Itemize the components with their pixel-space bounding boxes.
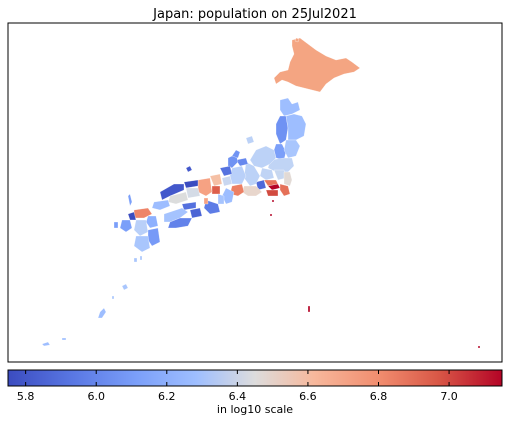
colorbar-ticks: 5.8 6.0 6.2 6.4 6.6 6.8 7.0 <box>17 370 458 403</box>
islands-goto <box>113 221 119 229</box>
island-tanegashima <box>139 255 143 261</box>
prefecture-tokushima <box>189 207 203 219</box>
prefecture-kanagawa <box>265 189 279 197</box>
prefecture-ibaraki <box>283 171 293 187</box>
prefecture-oita <box>145 215 159 229</box>
colorbar-label: in log10 scale <box>217 403 293 416</box>
island-izu-2 <box>269 213 273 217</box>
prefecture-okayama <box>185 187 201 199</box>
prefecture-fukushima <box>267 157 295 173</box>
colorbar-tick-label: 5.8 <box>17 390 35 403</box>
island-sado <box>245 135 255 145</box>
prefecture-tottori <box>183 179 199 189</box>
colorbar <box>7 369 503 387</box>
prefecture-kumamoto <box>133 219 149 237</box>
japan-map <box>41 37 481 349</box>
island-tsushima <box>127 193 133 207</box>
prefecture-miyagi <box>283 139 301 159</box>
colorbar-tick-label: 6.0 <box>87 390 105 403</box>
prefecture-gunma <box>259 167 275 181</box>
colorbar-tick-label: 6.8 <box>370 390 388 403</box>
prefecture-nara <box>217 193 225 205</box>
island-rishiri <box>294 37 300 43</box>
island-amami <box>121 283 129 291</box>
prefecture-iwate <box>285 113 307 141</box>
peninsula-noto <box>231 149 241 159</box>
island-yakushima <box>133 257 138 263</box>
island-ogasawara <box>307 305 311 313</box>
map-title: Japan: population on 25Jul2021 <box>152 7 357 22</box>
prefecture-toyama <box>235 157 249 167</box>
prefecture-yamaguchi <box>151 199 171 211</box>
island-minamitori <box>477 345 481 349</box>
island-miyako <box>61 337 67 341</box>
prefecture-nagasaki <box>119 219 133 233</box>
colorbar-tick-label: 6.4 <box>229 390 247 403</box>
prefecture-chiba <box>279 183 291 197</box>
prefecture-osaka <box>211 185 221 195</box>
prefecture-fukui <box>219 165 233 177</box>
prefecture-shimane <box>159 183 185 201</box>
island-okinawa <box>97 307 107 319</box>
island-ishigaki <box>41 341 51 347</box>
prefecture-hokkaido <box>273 37 361 93</box>
island-izu-1 <box>271 199 275 203</box>
prefecture-mie <box>221 187 235 205</box>
prefecture-kochi <box>167 217 193 229</box>
colorbar-tick-label: 7.0 <box>440 390 458 403</box>
prefecture-shiga <box>221 175 233 187</box>
island-awaji <box>203 197 209 205</box>
islands-oki <box>185 165 193 173</box>
colorbar-tick-label: 6.2 <box>158 390 176 403</box>
colorbar-tick-label: 6.6 <box>299 390 317 403</box>
island-tokunoshima <box>111 295 115 300</box>
prefecture-kyoto <box>209 173 223 187</box>
prefecture-kagawa <box>181 201 197 211</box>
prefecture-niigata <box>249 145 277 169</box>
prefecture-kagoshima <box>133 235 151 253</box>
prefecture-aomori <box>279 97 301 117</box>
